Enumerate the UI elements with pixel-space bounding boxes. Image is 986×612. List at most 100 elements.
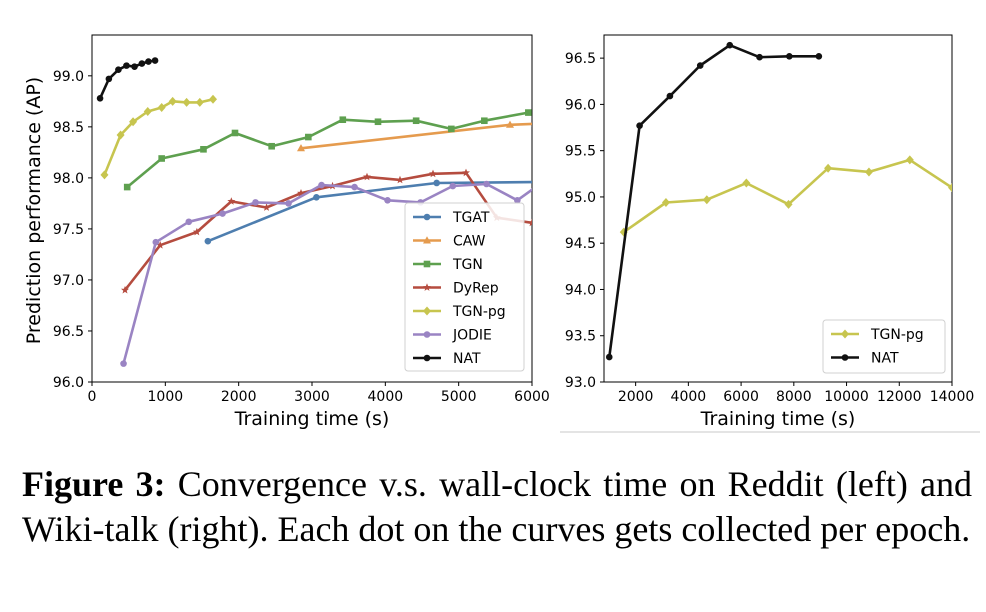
reddit-series-caw-point: [506, 120, 514, 128]
reddit-series-tgn-pg-point: [209, 94, 217, 104]
reddit-panel: 0 1000 2000 3000 4000 5000 6000 96.0 96.5 97.0 97.…: [23, 34, 550, 430]
reddit-series-nat-point: [105, 75, 113, 83]
reddit-legend-nat-label: NAT: [453, 351, 481, 367]
reddit-series-tgn-point: [412, 117, 420, 125]
reddit-series-dyrep-point: [462, 168, 470, 177]
wikitalk-series-tgn-pg-point: [702, 195, 711, 205]
wikitalk-series-nat-point: [815, 52, 823, 60]
reddit-y-tick-label: 96.5: [53, 324, 84, 340]
reddit-series-tgn-pg-point: [195, 97, 204, 107]
reddit-series-tgn-pg-point: [129, 117, 138, 127]
reddit-series-group: [96, 57, 539, 367]
reddit-series-tgn-point: [200, 146, 207, 153]
reddit-legend-tgat-marker: [423, 213, 431, 221]
reddit-series-tgn-point: [231, 129, 239, 137]
reddit-series-tgn-point: [374, 118, 382, 126]
reddit-series-tgn-point: [339, 116, 347, 124]
wikitalk-series-nat-line: [608, 43, 819, 358]
reddit-legend-tgn-pg-label: TGN-pg: [452, 304, 506, 320]
reddit-series-nat-point: [96, 94, 104, 102]
wikitalk-x-tick-label: 2000: [618, 389, 654, 405]
wikitalk-y-tick-label: 95.0: [565, 190, 596, 206]
reddit-series-jodie-point: [185, 218, 193, 226]
reddit-series-tgn-line: [126, 111, 529, 189]
reddit-series-tgn-point: [525, 109, 532, 116]
reddit-series-jodie-point: [351, 183, 358, 191]
reddit-legend-tgn-label: TGN: [452, 257, 483, 273]
reddit-series-jodie-line: [122, 182, 532, 364]
reddit-legend-dyrep-label: DyRep: [453, 281, 499, 297]
wikitalk-series-nat-point: [605, 353, 613, 361]
reddit-series-tgat-point: [433, 179, 440, 187]
wikitalk-x-axis-label: Training time (s): [700, 408, 856, 430]
reddit-legend-tgn-marker: [423, 260, 431, 268]
reddit-series-dyrep-point: [297, 189, 305, 197]
wikitalk-legend-tgn-pg-marker: [841, 329, 849, 339]
reddit-y-tick-label: 96.0: [53, 375, 84, 391]
reddit-series-jodie-point: [532, 184, 539, 191]
reddit-series-nat-point: [123, 62, 130, 69]
reddit-series-nat-point: [145, 58, 152, 65]
reddit-x-tick-label: 0: [88, 389, 97, 405]
reddit-series-tgn-point: [268, 142, 275, 150]
reddit-x-tick-label: 1000: [148, 389, 184, 405]
wikitalk-series-tgn-pg-point: [742, 178, 751, 188]
reddit-series-jodie-point: [219, 210, 226, 217]
reddit-series-tgn-point: [158, 155, 165, 162]
wikitalk-y-tick-label: 96.5: [565, 51, 596, 67]
reddit-series-jodie-point: [483, 180, 490, 188]
wikitalk-series-tgn-pg-point: [661, 197, 670, 207]
reddit-series-tgat-point: [204, 237, 212, 245]
wikitalk-series-tgn-pg-point: [784, 199, 793, 209]
wikitalk-legend-tgn-pg-label: TGN-pg: [870, 327, 924, 343]
wikitalk-y-tick-label: 94.0: [565, 282, 596, 298]
wikitalk-series-group: [605, 41, 952, 361]
reddit-series-jodie-point: [152, 238, 160, 246]
reddit-series-jodie-point: [514, 197, 521, 204]
reddit-series-tgn-pg-point: [143, 107, 152, 117]
reddit-series-jodie-point: [449, 182, 457, 190]
reddit-y-tick-label: 99.0: [53, 69, 84, 85]
wikitalk-axes-frame: [603, 34, 953, 383]
reddit-series-tgn-pg-point: [100, 170, 109, 180]
wikitalk-panel: 2000 4000 6000 8000 10000 12000 14000 93.0 93.5 9…: [565, 34, 975, 430]
reddit-series-tgn-point: [123, 183, 131, 191]
wikitalk-series-tgn-pg-point: [824, 163, 833, 173]
reddit-series-dyrep-point: [429, 169, 437, 178]
reddit-series-caw-point: [531, 126, 532, 127]
reddit-legend-caw-label: CAW: [453, 234, 486, 250]
reddit-y-tick-label: 97.0: [53, 273, 84, 289]
reddit-series-jodie-point: [285, 200, 292, 207]
reddit-series-jodie-point: [252, 199, 259, 206]
wikitalk-series-nat-point: [726, 41, 734, 49]
wikitalk-x-tick-label: 14000: [930, 389, 975, 405]
wikitalk-series-nat-point: [696, 62, 704, 69]
reddit-series-tgn-point: [448, 125, 455, 133]
wikitalk-series-tgn-pg-point: [864, 167, 873, 177]
wikitalk-series-tgn-pg-point: [905, 155, 914, 165]
wikitalk-x-tick-label: 6000: [723, 389, 759, 405]
wikitalk-x-tick-label: 4000: [671, 389, 707, 405]
reddit-legend-jodie-marker: [423, 331, 431, 338]
wikitalk-series-nat-point: [756, 53, 763, 61]
reddit-legend-box: [404, 202, 525, 372]
wikitalk-series-nat-point: [636, 122, 643, 129]
wikitalk-legend-nat-label: NAT: [871, 351, 899, 367]
reddit-legend-nat-marker: [423, 354, 431, 362]
reddit-series-jodie-point: [384, 197, 391, 204]
wikitalk-x-tick-label: 8000: [776, 389, 812, 405]
reddit-series-tgn-pg-point: [116, 130, 125, 140]
wikitalk-series-nat-point: [666, 92, 674, 100]
wikitalk-x-tick-label: 10000: [824, 389, 869, 405]
reddit-legend-dyrep-marker: [423, 283, 431, 291]
reddit-y-axis-label: Prediction performance (AP): [23, 77, 45, 344]
reddit-series-caw-point: [297, 144, 305, 152]
figure-caption: Figure 3: Convergence v.s. wall-clock ti…: [22, 462, 972, 552]
reddit-x-axis-label: Training time (s): [234, 408, 390, 430]
reddit-y-tick-label: 97.5: [53, 222, 84, 238]
reddit-series-dyrep-point: [363, 172, 371, 181]
wikitalk-legend-nat-marker: [841, 354, 849, 361]
reddit-series-nat-point: [131, 63, 138, 70]
reddit-series-tgat-point: [313, 193, 320, 201]
